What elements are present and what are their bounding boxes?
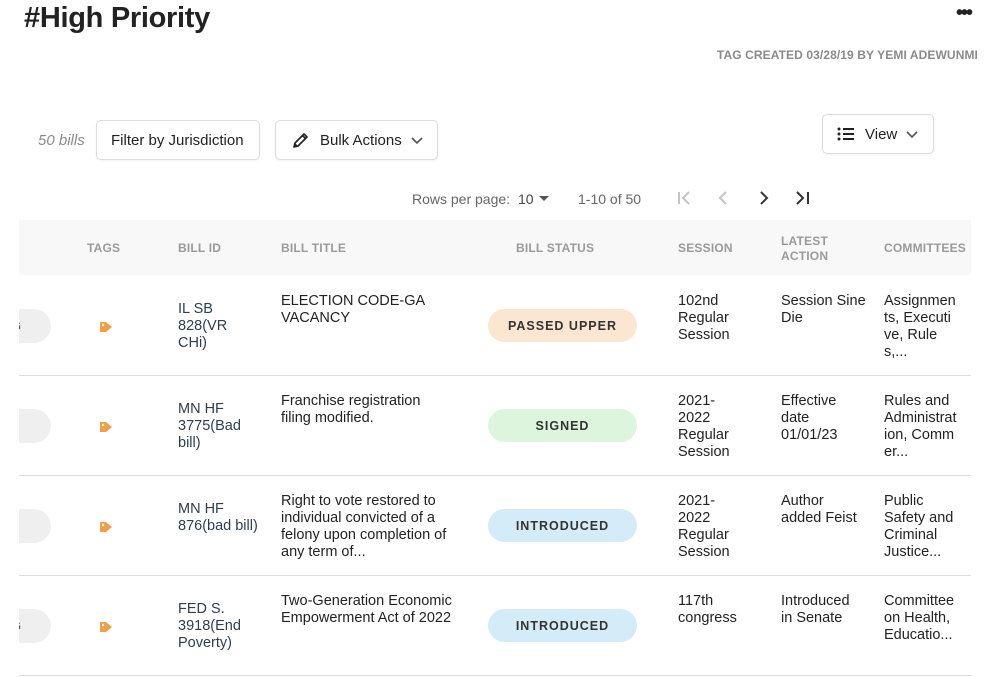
column-header-tags[interactable]: TAGS (87, 241, 121, 255)
bulk-actions-label: Bulk Actions (320, 131, 402, 149)
rows-per-page-select[interactable]: 10 (518, 191, 534, 207)
page-title: #High Priority (24, 2, 210, 34)
rows-per-page-label: Rows per page: (412, 191, 511, 207)
chevron-down-icon (410, 133, 424, 147)
view-button[interactable]: View (822, 114, 934, 154)
bill-id[interactable]: IL SB 828(VR CHi) (178, 301, 228, 351)
tag-icon[interactable] (99, 420, 113, 438)
bill-title[interactable]: Right to vote restored to individual con… (281, 493, 447, 560)
column-header-committees[interactable]: COMMITTEES (884, 241, 966, 255)
first-page-icon[interactable] (676, 188, 694, 211)
committees: Assignments, Executive, Rules,... (884, 293, 956, 360)
next-page-icon[interactable] (756, 188, 772, 211)
committees: Public Safety and Criminal Justice... (884, 493, 954, 560)
table-row[interactable]: IG IL SB 828(VR CHi) ELECTION CODE-GA VA… (19, 276, 971, 376)
latest-action: Author added Feist (781, 493, 857, 526)
filter-by-jurisdiction-button[interactable]: Filter by Jurisdiction (96, 120, 260, 160)
bills-table: TAGS BILL ID BILL TITLE BILL STATUS SESS… (19, 220, 971, 677)
list-icon (837, 126, 855, 142)
session: 117th congress (678, 593, 737, 626)
tag-icon[interactable] (99, 620, 113, 638)
session: 2021-2022 Regular Session (678, 393, 730, 460)
session: 102nd Regular Session (678, 293, 730, 343)
column-header-bill-id[interactable]: BILL ID (178, 241, 222, 255)
tag-icon[interactable] (99, 520, 113, 538)
pencil-icon (292, 131, 310, 149)
bill-title[interactable]: ELECTION CODE-GA VACANCY (281, 293, 425, 326)
chevron-down-icon (905, 127, 919, 141)
more-options-icon[interactable]: ••• (956, 2, 973, 24)
row-chip[interactable]: IG (19, 309, 51, 343)
bill-title[interactable]: Franchise registration filing modified. (281, 393, 421, 426)
latest-action: Introduced in Senate (781, 593, 850, 626)
bulk-actions-button[interactable]: Bulk Actions (275, 120, 438, 160)
status-badge: SIGNED (488, 409, 637, 442)
bill-id[interactable]: MN HF 3775(Bad bill) (178, 401, 241, 451)
row-chip[interactable]: IG (19, 609, 51, 643)
column-header-session[interactable]: SESSION (678, 241, 733, 255)
page-range: 1-10 of 50 (578, 191, 642, 207)
status-badge: PASSED UPPER (488, 309, 637, 342)
last-page-icon[interactable] (794, 188, 812, 211)
bill-count: 50 bills (38, 132, 85, 149)
column-header-bill-status[interactable]: BILL STATUS (516, 241, 595, 255)
bill-title[interactable]: Two-Generation Economic Empowerment Act … (281, 593, 452, 626)
tag-created-info: TAG CREATED 03/28/19 BY YEMI ADEWUNMI (716, 48, 978, 62)
pagination-bar: Rows per page: 10 1-10 of 50 (0, 188, 1000, 210)
column-header-latest-action[interactable]: LATEST ACTION (781, 234, 829, 263)
row-chip[interactable] (19, 409, 51, 443)
bill-id[interactable]: MN HF 876(bad bill) (178, 501, 258, 534)
status-badge: INTRODUCED (488, 509, 637, 542)
latest-action: Effective date 01/01/23 (781, 393, 838, 443)
status-badge: INTRODUCED (488, 609, 637, 642)
session: 2021-2022 Regular Session (678, 493, 730, 560)
table-header: TAGS BILL ID BILL TITLE BILL STATUS SESS… (19, 220, 971, 275)
tag-icon[interactable] (99, 320, 113, 338)
column-header-bill-title[interactable]: BILL TITLE (281, 241, 347, 255)
caret-down-icon[interactable] (538, 189, 550, 210)
bill-id[interactable]: FED S. 3918(End Poverty) (178, 601, 241, 651)
prev-page-icon[interactable] (716, 188, 732, 211)
committees: Rules and Administration, Commer... (884, 393, 957, 460)
table-row[interactable]: IG FED S. 3918(End Poverty) Two-Generati… (19, 576, 971, 676)
table-row[interactable]: MN HF 3775(Bad bill) Franchise registrat… (19, 376, 971, 476)
latest-action: Session Sine Die (781, 293, 866, 326)
row-chip[interactable] (19, 509, 51, 543)
committees: Committee on Health, Educatio... (884, 593, 955, 643)
filter-button-label: Filter by Jurisdiction (111, 131, 244, 149)
table-row[interactable]: MN HF 876(bad bill) Right to vote restor… (19, 476, 971, 576)
view-label: View (865, 125, 898, 143)
